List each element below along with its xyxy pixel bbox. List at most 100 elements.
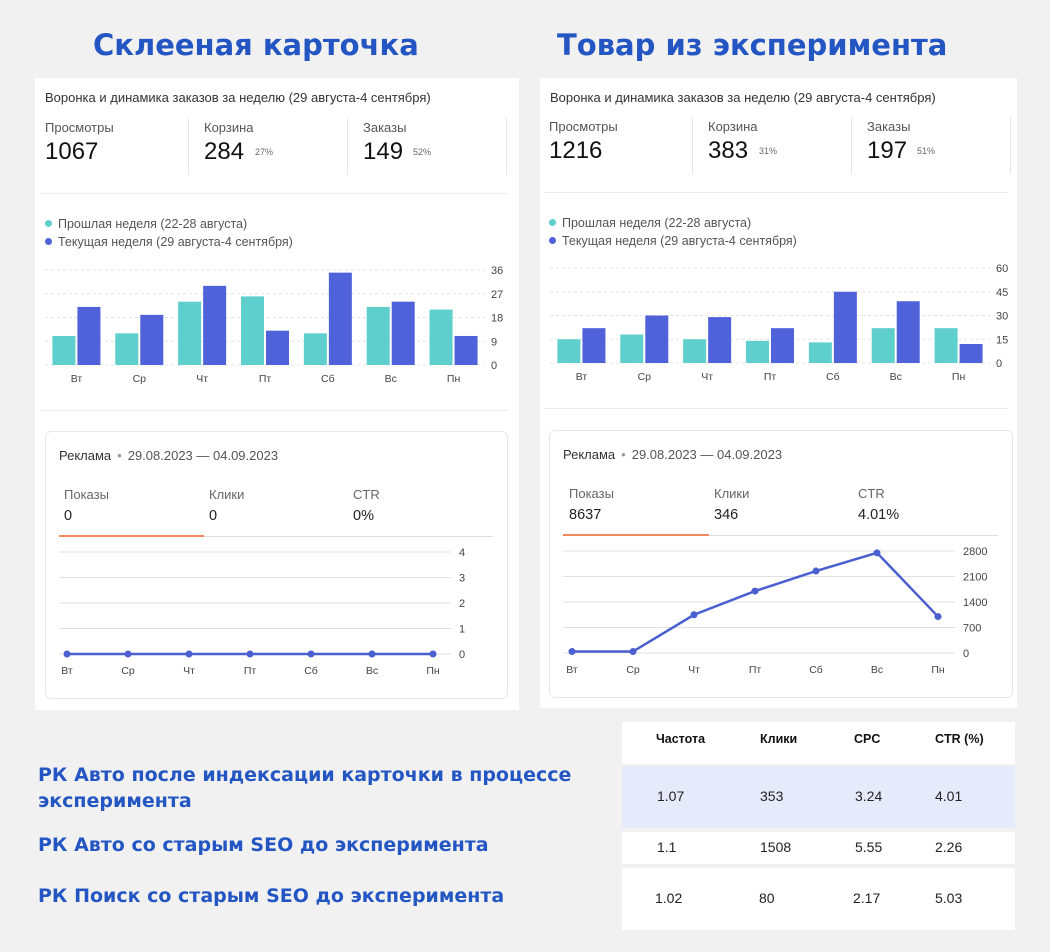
bar-cur-week — [454, 335, 478, 365]
orders-pct: 51% — [917, 146, 936, 156]
funnel-title: Воронка и динамика заказов за неделю (29… — [550, 90, 936, 105]
bar-cur-week — [266, 330, 289, 365]
ads-data-point — [429, 650, 437, 658]
legend-dot-prev — [549, 219, 556, 227]
y-tick-label: 2800 — [963, 546, 987, 558]
orders-pct: 52% — [413, 147, 432, 157]
bar-prev-week — [115, 333, 139, 365]
x-tick-label: Чт — [701, 371, 713, 383]
orders-label: Заказы — [867, 119, 911, 134]
y-tick-label: 2 — [459, 598, 465, 610]
selected-stat-underline — [563, 534, 709, 536]
y-tick-label: 18 — [491, 313, 503, 325]
ads-data-point — [124, 650, 132, 658]
ads-data-point — [63, 650, 71, 658]
funnel-title: Воронка и динамика заказов за неделю (29… — [45, 90, 431, 105]
bar-prev-week — [303, 333, 327, 365]
cell-cpc: 2.17 — [853, 890, 881, 906]
cell-cpc: 5.55 — [855, 839, 883, 855]
impressions-label: Показы — [569, 486, 614, 501]
x-tick-label: Вт — [566, 664, 578, 676]
ads-data-point — [812, 567, 820, 575]
metric-divider — [1010, 117, 1011, 174]
x-tick-label: Чт — [688, 664, 700, 676]
orders-value: 149 — [363, 138, 404, 165]
caption-search-before: РК Поиск со старым SEO до эксперимента — [38, 885, 505, 907]
legend-cur-week: Текущая неделя (29 августа-4 сентября) — [45, 235, 293, 249]
bar-cur-week — [391, 301, 415, 365]
bar-cur-week — [645, 315, 669, 363]
orders-bar-chart: 0 15 30 45 60 Вт Ср Чт Пт Сб Вс Пн — [550, 263, 1008, 383]
bar-cur-week — [140, 314, 164, 365]
clicks-label: Клики — [714, 486, 750, 501]
left-panel: Воронка и динамика заказов за неделю (29… — [35, 78, 519, 710]
y-tick-label: 0 — [459, 649, 465, 661]
ads-data-point — [751, 587, 759, 595]
ads-data-point — [568, 648, 576, 656]
ads-header: Реклама • 29.08.2023 — 04.09.2023 — [59, 448, 279, 463]
y-tick-label: 3 — [459, 573, 465, 585]
selected-stat-underline — [59, 535, 204, 537]
ads-data-point — [873, 549, 881, 557]
y-tick-label: 1 — [459, 624, 465, 636]
bar-prev-week — [683, 339, 707, 363]
ads-dates: 29.08.2023 — 04.09.2023 — [127, 448, 279, 463]
bar-prev-week — [808, 342, 832, 363]
cart-value: 383 — [708, 137, 749, 164]
cell-clicks: 1508 — [760, 839, 792, 855]
bar-prev-week — [934, 328, 958, 363]
x-tick-label: Вс — [871, 664, 883, 676]
bar-cur-week — [708, 317, 732, 363]
x-tick-label: Пт — [764, 371, 777, 383]
cell-frequency: 1.07 — [657, 788, 685, 804]
y-tick-label: 36 — [491, 265, 503, 277]
ctr-label: CTR — [353, 487, 380, 502]
y-tick-label: 0 — [491, 360, 497, 372]
caption-auto-after: РК Авто после индексации карточки в проц… — [38, 764, 572, 812]
x-tick-label: Пн — [447, 373, 461, 385]
legend-dot-cur — [549, 237, 556, 245]
ctr-value: 4.01% — [858, 507, 900, 523]
header-clicks: Клики — [760, 732, 798, 746]
section-divider — [545, 408, 1007, 409]
metric-divider — [506, 118, 507, 175]
bar-prev-week — [366, 306, 390, 365]
cell-frequency: 1.1 — [657, 839, 677, 855]
cart-value: 284 — [204, 138, 245, 165]
ads-data-point — [629, 648, 637, 656]
bar-cur-week — [959, 344, 983, 363]
ads-line-chart: 0 1 2 3 4 Вт Ср Чт Пт Сб Вс Пн — [59, 547, 465, 677]
impressions-label: Показы — [64, 487, 109, 502]
views-value: 1067 — [45, 138, 99, 165]
cell-cpc: 3.24 — [855, 788, 883, 804]
legend-dot-prev — [45, 220, 52, 228]
metric-divider — [692, 117, 693, 174]
x-tick-label: Вс — [366, 665, 378, 677]
cell-frequency: 1.02 — [655, 890, 683, 906]
cart-pct: 27% — [255, 147, 274, 157]
x-tick-label: Пн — [426, 665, 440, 677]
y-tick-label: 0 — [963, 648, 969, 660]
caption-auto-before: РК Авто со старым SEO до эксперимента — [38, 834, 489, 856]
bar-cur-week — [771, 328, 794, 363]
cell-ctr: 4.01 — [935, 788, 963, 804]
ads-data-point — [246, 650, 254, 658]
clicks-value: 346 — [714, 507, 739, 523]
x-tick-label: Вс — [385, 373, 397, 385]
header-ctr: CTR (%) — [935, 732, 984, 746]
ads-data-point — [368, 650, 376, 658]
orders-bar-chart: 0 9 18 27 36 Вт Ср Чт Пт Сб Вс Пн — [45, 265, 503, 385]
x-tick-label: Ср — [121, 665, 135, 677]
section-divider — [40, 410, 508, 411]
bar-prev-week — [241, 296, 264, 365]
header-cpc: CPC — [854, 732, 881, 746]
cart-label: Корзина — [708, 119, 758, 134]
ads-data-point — [934, 613, 942, 621]
right-heading: Товар из эксперимента — [557, 28, 948, 62]
bar-cur-week — [203, 285, 227, 365]
orders-value: 197 — [867, 137, 908, 164]
legend-dot-cur — [45, 238, 52, 246]
cell-clicks: 353 — [760, 788, 784, 804]
legend-label-cur: Текущая неделя (29 августа-4 сентября) — [562, 234, 797, 248]
metric-divider — [188, 118, 189, 175]
